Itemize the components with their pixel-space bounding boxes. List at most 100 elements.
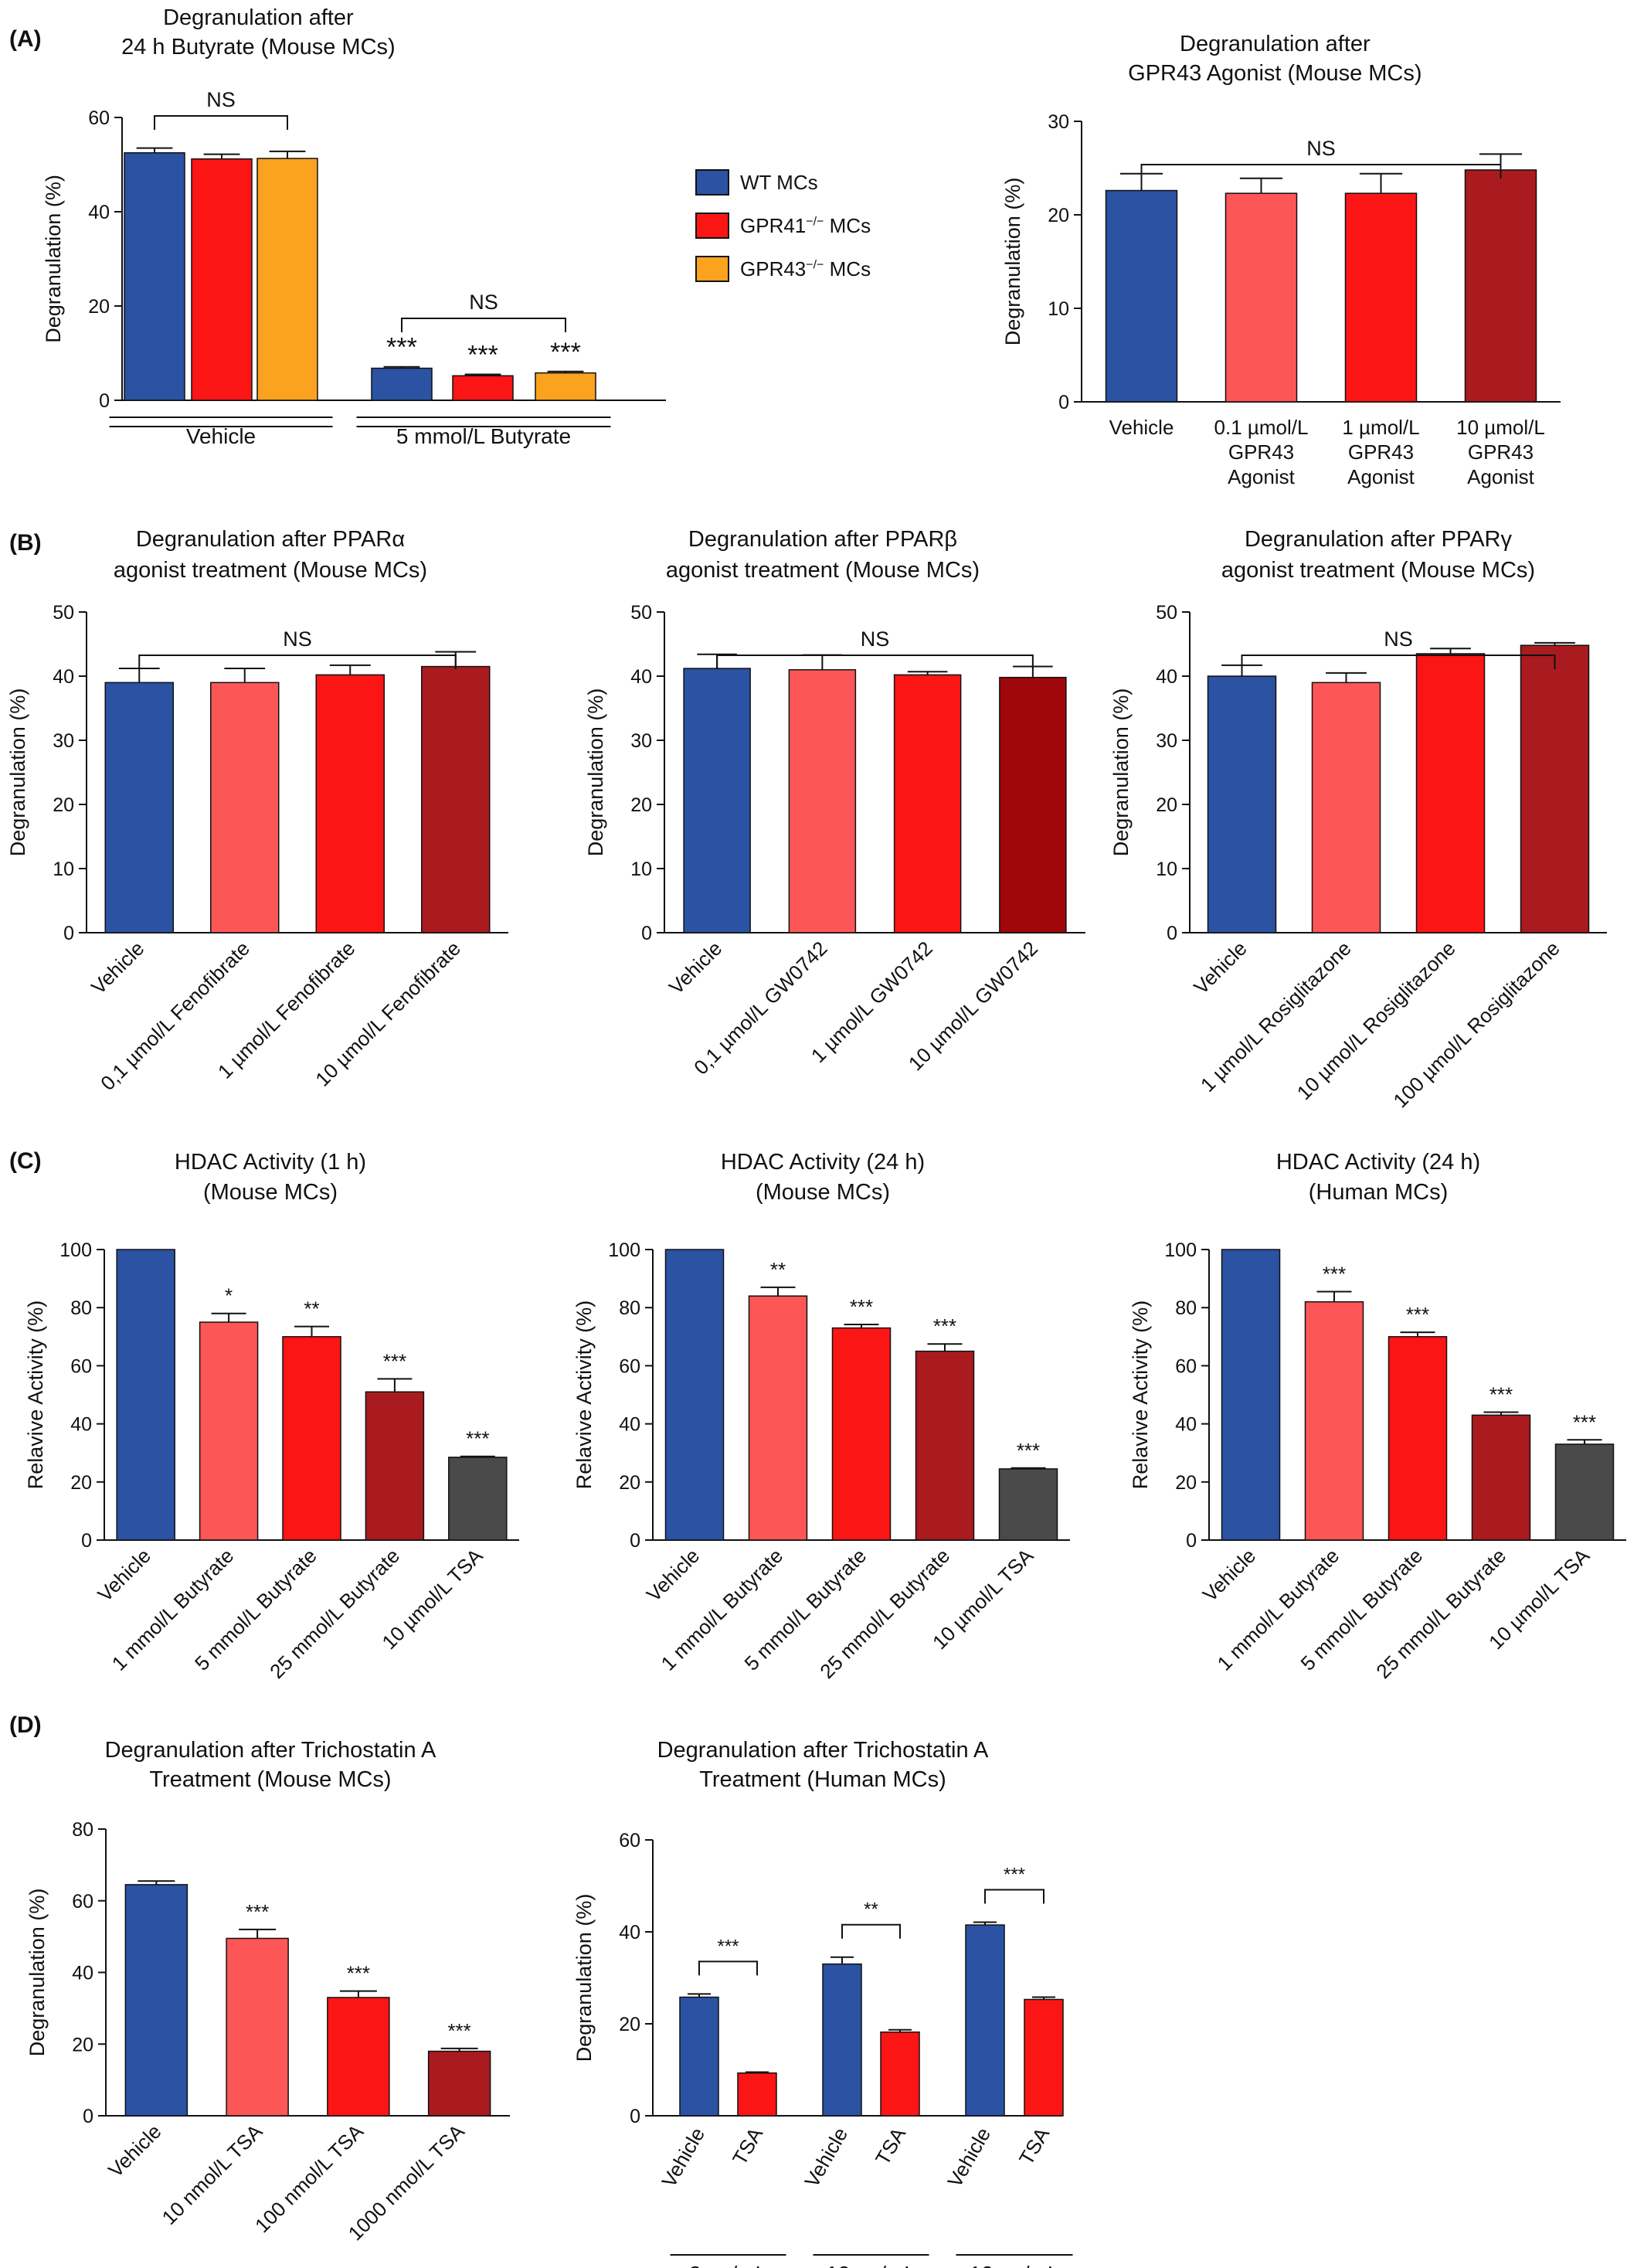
bar [199, 1321, 259, 1541]
bar [1554, 1443, 1615, 1541]
y-tick-label: 50 [1156, 602, 1177, 624]
bar [999, 676, 1067, 933]
bar [1344, 192, 1418, 403]
chart-title-line: Degranulation after PPARβ [688, 527, 957, 552]
y-tick-label: 0 [1167, 923, 1177, 944]
legend-label-gpr41: GPR41−/− MCs [740, 213, 871, 237]
significance-label: *** [1323, 1263, 1346, 1286]
chart-d2-tsa-human: Degranulation after Trichostatin A Treatm… [572, 1738, 1073, 2268]
y-tick-label: 10 [1156, 859, 1177, 880]
bar [1520, 644, 1590, 933]
bar [1207, 675, 1277, 933]
bar [427, 2050, 491, 2117]
y-tick-label: 0 [630, 2106, 640, 2127]
y-tick-label: 20 [70, 1472, 92, 1494]
y-tick-label: 60 [88, 107, 110, 129]
legend-swatch-gpr43 [695, 256, 729, 282]
legend-item-gpr41: GPR41−/− MCs [695, 204, 871, 247]
y-tick-label: 40 [630, 666, 652, 688]
x-tick-label: GPR43 [1468, 440, 1534, 464]
y-tick-label: 20 [53, 794, 74, 816]
y-tick-label: 0 [63, 923, 74, 944]
y-axis-label: Relavive Activity (%) [24, 1301, 47, 1490]
x-tick-label: GPR43 [1348, 440, 1414, 464]
y-tick-label: 100 [1164, 1239, 1197, 1261]
y-tick-label: 0 [83, 2106, 93, 2127]
chart-title-line: Degranulation after [163, 5, 354, 30]
y-tick-label: 30 [1048, 111, 1069, 133]
y-tick-label: 50 [53, 602, 74, 624]
x-tick-label: Agonist [1467, 465, 1534, 488]
y-tick-label: 20 [1175, 1472, 1197, 1494]
bar [327, 1997, 390, 2117]
bracket-label: *** [1004, 1865, 1025, 1885]
bracket-label: *** [717, 1936, 739, 1957]
chart-d1-tsa-mouse: Degranulation after Trichostatin A Treatm… [25, 1738, 510, 2245]
chart-a2-gpr43-agonist: Degranulation after GPR43 Agonist (Mouse … [1001, 32, 1561, 488]
chart-a1-butyrate-degranulation: Degranulation after 24 h Butyrate (Mouse … [42, 5, 666, 448]
y-tick-label: 0 [1058, 392, 1069, 413]
bar [1221, 1249, 1281, 1541]
y-tick-label: 20 [619, 1472, 640, 1494]
significance-label: ** [770, 1258, 786, 1281]
chart-c2-hdac-24h-mouse: HDAC Activity (24 h) (Mouse MCs) 0 20 40 60 80… [572, 1150, 1070, 1683]
bracket-label: NS [1384, 627, 1413, 651]
bar [535, 372, 596, 401]
y-axis-label: Degranulation (%) [6, 689, 29, 857]
significance-label: *** [347, 1962, 370, 1985]
bar [737, 2072, 777, 2117]
chart-title-line: Degranulation after [1180, 32, 1371, 56]
panel-label-c: (C) [9, 1148, 42, 1174]
y-axis-label: Degranulation (%) [584, 689, 607, 857]
bar [664, 1249, 725, 1541]
y-tick-label: 80 [1175, 1297, 1197, 1319]
y-tick-label: 40 [88, 202, 110, 223]
y-tick-label: 40 [70, 1414, 92, 1436]
bracket-label: NS [469, 291, 498, 314]
x-tick-label: 10 µmol/L [1456, 416, 1545, 439]
x-tick-label: Vehicle [800, 2123, 852, 2191]
x-tick-label: Vehicle [943, 2123, 995, 2191]
y-axis-label: Relavive Activity (%) [572, 1301, 596, 1490]
x-tick-label: TSA [871, 2123, 911, 2168]
significance-label: *** [466, 1427, 489, 1450]
bar [124, 1884, 189, 2117]
y-tick-label: 30 [630, 730, 652, 752]
bar [1471, 1414, 1531, 1541]
y-tick-label: 0 [641, 923, 652, 944]
chart-title-line: HDAC Activity (24 h) [721, 1150, 925, 1175]
bar [452, 375, 514, 401]
bar [191, 158, 253, 401]
y-tick-label: 60 [1175, 1355, 1197, 1377]
chart-legend: WT MCs GPR41−/− MCs GPR43−/− MCs [695, 161, 871, 291]
significance-label: *** [467, 340, 498, 369]
chart-title-line: Treatment (Mouse MCs) [149, 1767, 391, 1792]
chart-title-line: Degranulation after Trichostatin A [105, 1738, 436, 1763]
x-tick-label: 100 nmol/L TSA [250, 2120, 368, 2237]
chart-c1-hdac-1h-mouse: HDAC Activity (1 h) (Mouse MCs) 0 20 40 60 80 1… [24, 1150, 519, 1683]
bar [315, 674, 385, 933]
chart-title-line: (Mouse MCs) [203, 1180, 338, 1205]
y-tick-label: 100 [59, 1239, 92, 1261]
significance-label: *** [246, 1900, 269, 1923]
y-tick-label: 80 [72, 1819, 93, 1841]
significance-label: * [225, 1284, 233, 1307]
comparison-bracket [984, 1889, 1044, 1904]
y-tick-label: 20 [619, 2014, 640, 2035]
y-tick-label: 40 [619, 1922, 640, 1943]
y-tick-label: 20 [1048, 205, 1069, 226]
y-tick-label: 50 [630, 602, 652, 624]
y-axis-label: Degranulation (%) [25, 1889, 49, 2057]
y-tick-label: 60 [619, 1830, 640, 1851]
chart-title-line: agonist treatment (Mouse MCs) [1221, 558, 1535, 583]
x-tick-label: Vehicle [1109, 416, 1174, 439]
significance-label: *** [383, 1349, 406, 1372]
bar [1311, 682, 1381, 933]
y-tick-label: 20 [1156, 794, 1177, 816]
bar [748, 1295, 808, 1541]
bar [104, 682, 174, 933]
y-axis-label: Degranulation (%) [572, 1894, 596, 2062]
x-tick-label: Vehicle [664, 937, 726, 998]
x-tick-label: TSA [1014, 2123, 1055, 2168]
x-tick-label: 1 µmol/L [1342, 416, 1419, 439]
